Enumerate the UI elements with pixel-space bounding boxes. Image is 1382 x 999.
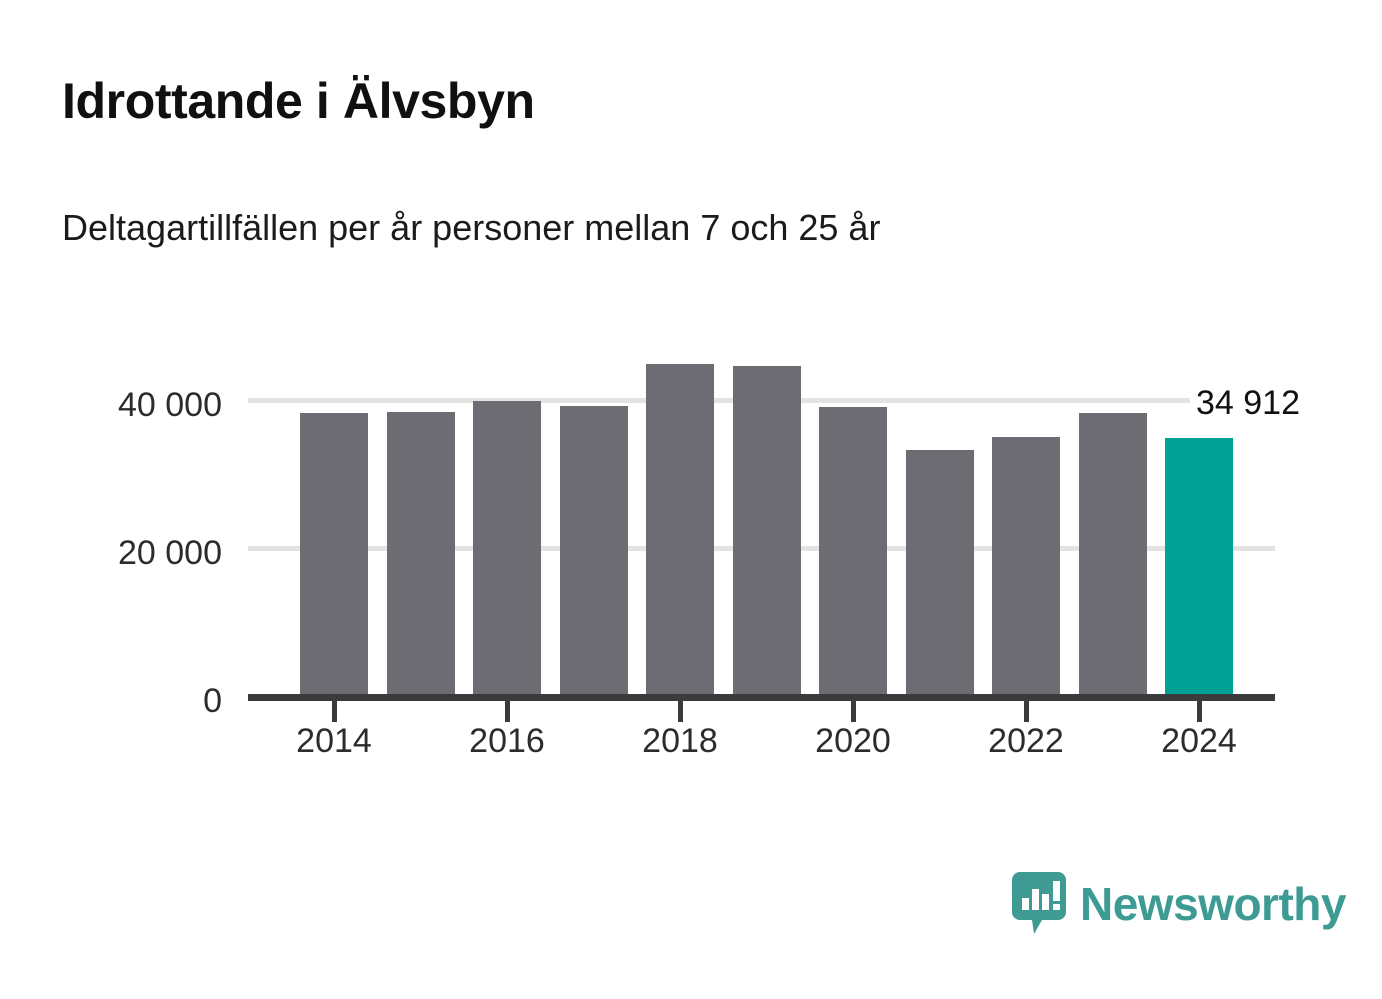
bar-2020[interactable] <box>819 407 887 694</box>
x-axis-tick-2018 <box>678 701 683 722</box>
y-axis-label-40000: 40 000 <box>118 386 222 424</box>
x-axis-label-2016: 2016 <box>469 722 545 760</box>
value-label-2024: 34 912 <box>1190 386 1306 420</box>
bar-2019[interactable] <box>732 366 801 694</box>
x-axis-tick-2022 <box>1024 701 1029 722</box>
x-axis-label-2014: 2014 <box>296 722 372 760</box>
y-axis-label-0: 0 <box>203 682 222 720</box>
x-axis-tick-2020 <box>851 701 856 722</box>
page-subtitle: Deltagartillfällen per år personer mella… <box>62 207 881 248</box>
bar-2023[interactable] <box>1078 413 1147 694</box>
x-axis-tick-2014 <box>332 701 337 722</box>
bar-2014[interactable] <box>300 413 368 694</box>
x-axis-tick-2016 <box>505 701 510 722</box>
x-axis-label-2022: 2022 <box>988 722 1064 760</box>
newsworthy-wordmark: Newsworthy <box>1080 878 1346 930</box>
speech-bubble-bar-chart-icon <box>1012 872 1066 934</box>
bar-2022[interactable] <box>992 437 1060 694</box>
bar-2017[interactable] <box>559 405 628 694</box>
y-axis-label-20000: 20 000 <box>118 534 222 572</box>
x-axis-label-2020: 2020 <box>815 722 891 760</box>
page-title: Idrottande i Älvsbyn <box>62 73 535 129</box>
bar-2016[interactable] <box>473 400 541 694</box>
bar-2021[interactable] <box>905 449 974 694</box>
x-axis-tick-2024 <box>1197 701 1202 722</box>
bar-2024[interactable] <box>1165 438 1233 694</box>
x-axis-line <box>248 694 1275 701</box>
bar-2015[interactable] <box>386 412 455 694</box>
bar-2018[interactable] <box>646 364 714 694</box>
newsworthy-logo: Newsworthy <box>1012 872 1346 936</box>
x-axis-label-2024: 2024 <box>1161 722 1237 760</box>
x-axis-label-2018: 2018 <box>642 722 718 760</box>
